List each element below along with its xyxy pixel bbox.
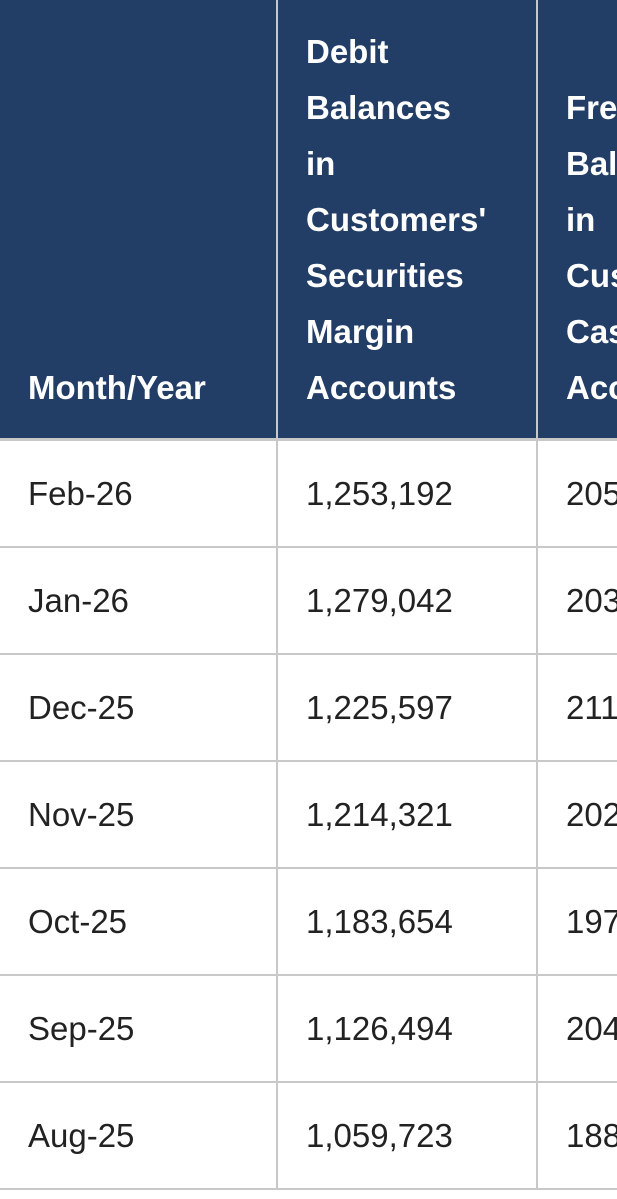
header-label: Debit Balances in Customers' Securities … [306,33,487,406]
table-row: Sep-25 1,126,494 204 [0,975,617,1083]
table-row: Dec-25 1,225,597 211 [0,654,617,762]
cell-month: Feb-26 [0,439,278,548]
header-row: Month/Year Debit Balances in Customers' … [0,0,617,441]
cell-free-credit: 202 [536,761,617,869]
cell-free-credit: 188 [536,1082,617,1190]
header-label: Month/Year [28,369,206,406]
cell-debit-balance: 1,279,042 [276,547,538,655]
cell-month: Sep-25 [0,975,278,1083]
table-row: Oct-25 1,183,654 197 [0,868,617,976]
header-free-credit-balances: Fre Bal in Cus Cas Acc [536,0,617,441]
cell-free-credit: 204 [536,975,617,1083]
cell-debit-balance: 1,253,192 [276,439,538,548]
cell-debit-balance: 1,225,597 [276,654,538,762]
table-row: Feb-26 1,253,192 205 [0,439,617,548]
cell-month: Nov-25 [0,761,278,869]
cell-month: Jan-26 [0,547,278,655]
cell-month: Dec-25 [0,654,278,762]
table-row: Nov-25 1,214,321 202 [0,761,617,869]
header-label: Fre Bal in Cus Cas Acc [566,89,617,406]
cell-debit-balance: 1,059,723 [276,1082,538,1190]
header-debit-balances: Debit Balances in Customers' Securities … [276,0,537,441]
cell-free-credit: 197 [536,868,617,976]
cell-month: Aug-25 [0,1082,278,1190]
cell-debit-balance: 1,183,654 [276,868,538,976]
table-row: Jan-26 1,279,042 203 [0,547,617,655]
cell-free-credit: 205 [536,439,617,548]
table-row: Aug-25 1,059,723 188 [0,1082,617,1190]
cell-debit-balance: 1,214,321 [276,761,538,869]
cell-free-credit: 211 [536,654,617,762]
cell-debit-balance: 1,126,494 [276,975,538,1083]
cell-month: Oct-25 [0,868,278,976]
cell-free-credit: 203 [536,547,617,655]
header-month-year: Month/Year [0,0,277,441]
